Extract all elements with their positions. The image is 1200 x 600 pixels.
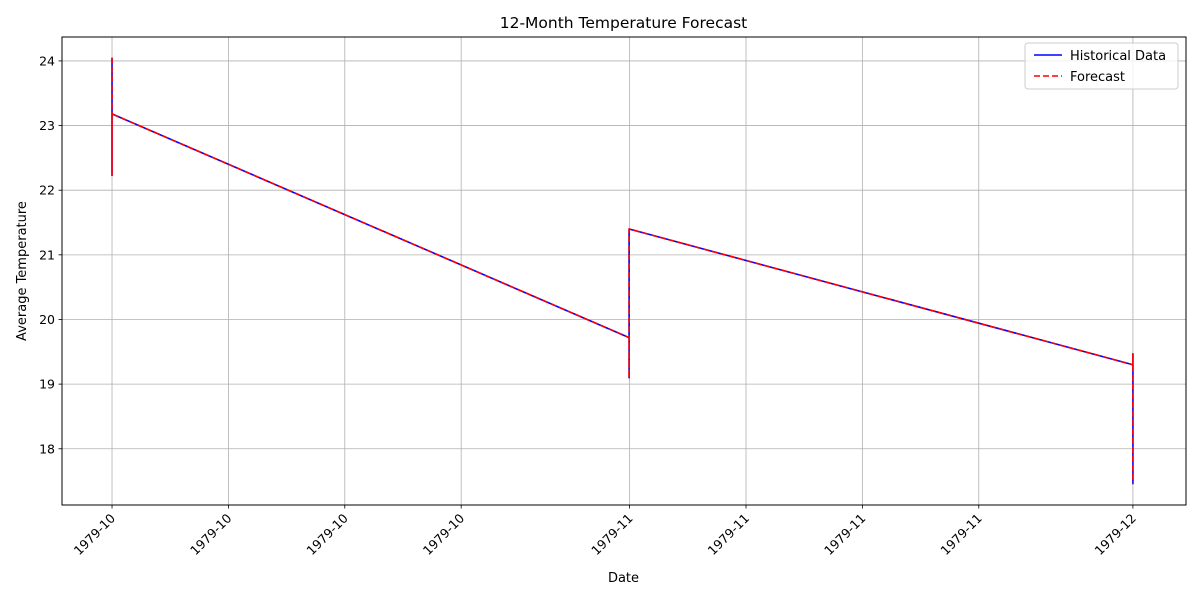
y-tick-label: 23 bbox=[39, 118, 55, 133]
legend-label-forecast: Forecast bbox=[1070, 70, 1125, 85]
y-tick-label: 19 bbox=[39, 377, 55, 392]
y-tick-label: 20 bbox=[39, 312, 55, 327]
chart-title: 12-Month Temperature Forecast bbox=[500, 14, 748, 32]
legend: Historical Data Forecast bbox=[1024, 42, 1179, 90]
y-tick-label: 21 bbox=[39, 247, 55, 262]
y-tick-label: 22 bbox=[39, 183, 55, 198]
y-axis: 18 19 20 21 22 23 24 bbox=[39, 53, 62, 456]
y-tick-label: 18 bbox=[39, 441, 55, 456]
legend-box bbox=[1024, 42, 1179, 90]
y-tick-label: 24 bbox=[39, 53, 55, 68]
legend-label-historical: Historical Data bbox=[1070, 49, 1166, 64]
series-layer bbox=[111, 57, 1134, 485]
forecast-line bbox=[111, 57, 1134, 485]
plot-frame bbox=[61, 36, 1187, 506]
grid bbox=[62, 37, 1186, 505]
y-axis-title: Average Temperature bbox=[15, 201, 30, 341]
x-axis-title: Date bbox=[608, 571, 639, 586]
